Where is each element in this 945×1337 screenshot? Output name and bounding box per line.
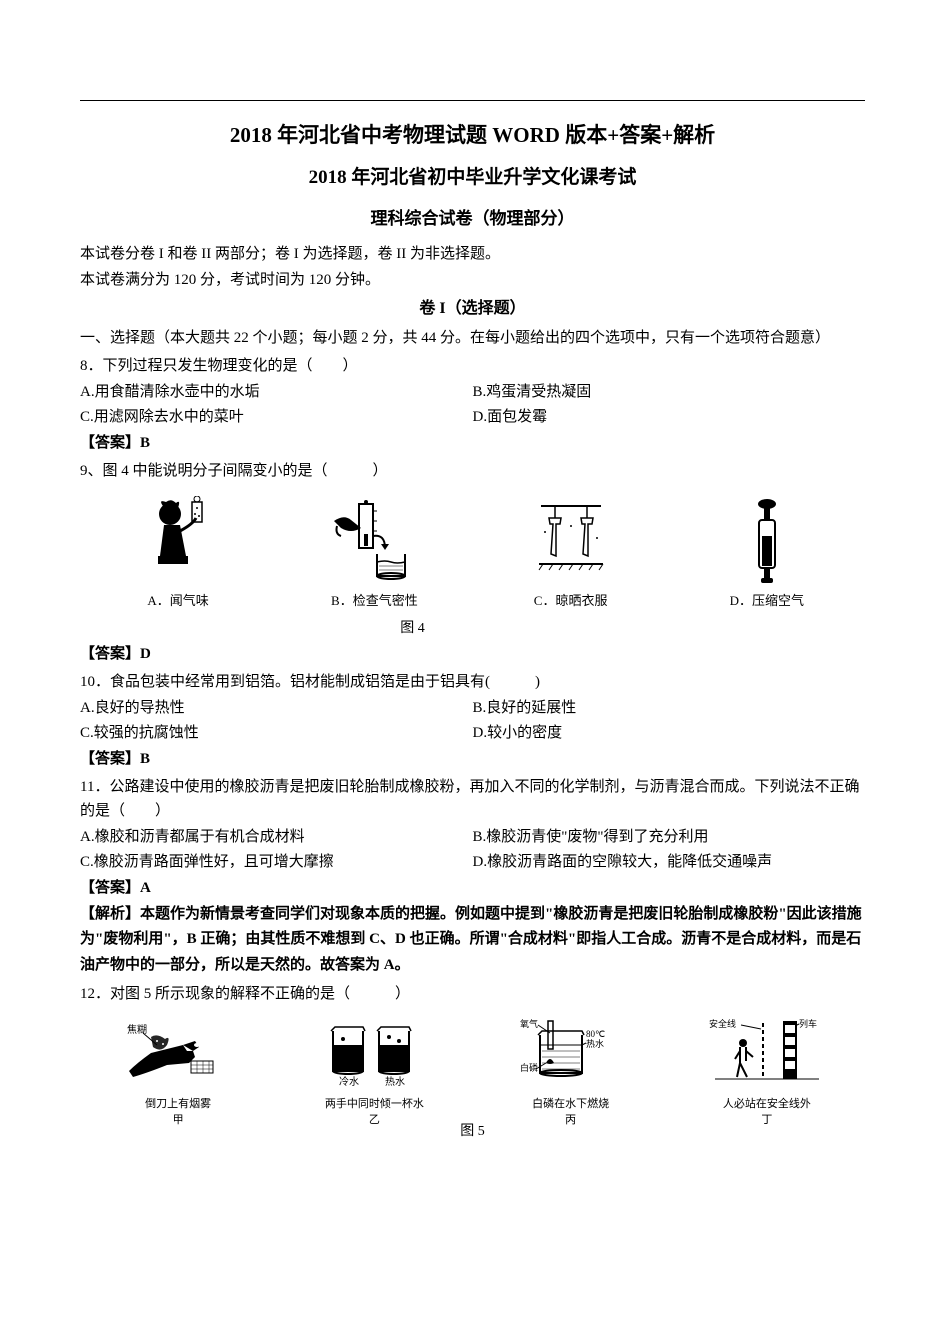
fig4-b-img [280, 495, 468, 587]
q10-stem: 10．食品包装中经常用到铝箔。铝材能制成铝箔是由于铝具有( ) [80, 670, 865, 694]
q8-opt-c: C.用滤网除去水中的菜叶 [80, 405, 473, 429]
top-rule [80, 100, 865, 101]
fig4-d-label: D．压缩空气 [673, 591, 861, 612]
fig4-a: A．闻气味 [80, 495, 276, 612]
q8-stem: 8．下列过程只发生物理变化的是（ ） [80, 354, 865, 378]
q10-opt-a: A.良好的导热性 [80, 696, 473, 720]
section-i-instruction: 一、选择题（本大题共 22 个小题；每小题 2 分，共 44 分。在每小题给出的… [80, 326, 865, 350]
q11-opt-b: B.橡胶沥青使"废物"得到了充分利用 [473, 825, 866, 849]
fig5-d: 安全线 列车 人必站在安全线外 丁 [669, 1014, 865, 1126]
q8-opt-a: A.用食醋清除水壶中的水垢 [80, 380, 473, 404]
section-i-header: 卷 I（选择题） [80, 296, 865, 322]
fig5-d-label1: 人必站在安全线外 [671, 1098, 863, 1111]
fig5-b-label2: 乙 [278, 1114, 470, 1127]
svg-text:热水: 热水 [385, 1075, 405, 1088]
q11-analysis: 【解析】本题作为新情景考查同学们对现象本质的把握。例如题中提到"橡胶沥青是把废旧… [80, 902, 865, 979]
fig5-a: 焦糊 倒刀上有烟雾 甲 [80, 1014, 276, 1126]
svg-text:氧气: 氧气 [520, 1018, 538, 1029]
q10-opt-b: B.良好的延展性 [473, 696, 866, 720]
fig4-d-img [673, 495, 861, 587]
q11-opt-d: D.橡胶沥青路面的空隙较大，能降低交通噪声 [473, 850, 866, 874]
q11-answer: 【答案】A [80, 876, 865, 900]
q11-stem: 11．公路建设中使用的橡胶沥青是把废旧轮胎制成橡胶粉，再加入不同的化学制剂，与沥… [80, 775, 865, 823]
title-sub: 2018 年河北省初中毕业升学文化课考试 [80, 163, 865, 193]
q8-opt-b: B.鸡蛋清受热凝固 [473, 380, 866, 404]
fig4-c-label: C．晾晒衣服 [477, 591, 665, 612]
svg-text:安全线: 安全线 [709, 1018, 736, 1029]
svg-text:白磷: 白磷 [520, 1062, 538, 1073]
fig5-a-label1: 倒刀上有烟雾 [82, 1098, 274, 1111]
fig5-c-label1: 白磷在水下燃烧 [475, 1098, 667, 1111]
fig5-d-img: 安全线 列车 [671, 1014, 863, 1096]
q10-opt-d: D.较小的密度 [473, 721, 866, 745]
q11-options-row1: A.橡胶和沥青都属于有机合成材料 B.橡胶沥青使"废物"得到了充分利用 [80, 825, 865, 849]
q11-opt-a: A.橡胶和沥青都属于有机合成材料 [80, 825, 473, 849]
intro-line-1: 本试卷分卷 I 和卷 II 两部分；卷 I 为选择题，卷 II 为非选择题。 [80, 242, 865, 266]
q9-answer: 【答案】D [80, 642, 865, 666]
fig5-b-img: 冷水 热水 [278, 1014, 470, 1096]
fig5-a-img: 焦糊 [82, 1014, 274, 1096]
fig5-c: 氧气 80℃ 热水 白磷 白磷在水下燃烧 丙 [473, 1014, 669, 1126]
q8-opt-d: D.面包发霉 [473, 405, 866, 429]
svg-text:热水: 热水 [586, 1038, 604, 1049]
svg-text:80℃: 80℃ [586, 1029, 605, 1039]
fig4-c-img [477, 495, 665, 587]
q10-options-row1: A.良好的导热性 B.良好的延展性 [80, 696, 865, 720]
fig5-b-label1: 两手中同时倾一杯水 [278, 1098, 470, 1111]
svg-text:冷水: 冷水 [339, 1075, 359, 1088]
fig4-b: B．检查气密性 [276, 495, 472, 612]
fig5-row: 焦糊 倒刀上有烟雾 甲 [80, 1014, 865, 1126]
q10-options-row2: C.较强的抗腐蚀性 D.较小的密度 [80, 721, 865, 745]
q8-answer: 【答案】B [80, 431, 865, 455]
fig5-b: 冷水 热水 两手中同时倾一杯水 乙 [276, 1014, 472, 1126]
fig4-a-label: A．闻气味 [84, 591, 272, 612]
q12-stem: 12．对图 5 所示现象的解释不正确的是（ ） [80, 982, 865, 1006]
fig4-d: D．压缩空气 [669, 495, 865, 612]
title-main: 2018 年河北省中考物理试题 WORD 版本+答案+解析 [80, 119, 865, 153]
q8-options-row2: C.用滤网除去水中的菜叶 D.面包发霉 [80, 405, 865, 429]
fig5-a-label2: 甲 [82, 1114, 274, 1127]
fig4-a-img [84, 495, 272, 587]
q9-stem: 9、图 4 中能说明分子间隔变小的是（ ） [80, 459, 865, 483]
fig4-caption: 图 4 [0, 618, 865, 640]
fig5-c-label2: 丙 [475, 1114, 667, 1127]
q10-opt-c: C.较强的抗腐蚀性 [80, 721, 473, 745]
svg-text:列车: 列车 [799, 1018, 817, 1029]
q11-opt-c: C.橡胶沥青路面弹性好，且可增大摩擦 [80, 850, 473, 874]
title-section: 理科综合试卷（物理部分） [80, 205, 865, 232]
fig4-row: A．闻气味 B．检查气密性 [80, 491, 865, 616]
q10-answer: 【答案】B [80, 747, 865, 771]
intro-line-2: 本试卷满分为 120 分，考试时间为 120 分钟。 [80, 268, 865, 292]
fig5-d-label2: 丁 [671, 1114, 863, 1127]
fig5-c-img: 氧气 80℃ 热水 白磷 [475, 1014, 667, 1096]
fig4-c: C．晾晒衣服 [473, 495, 669, 612]
q11-options-row2: C.橡胶沥青路面弹性好，且可增大摩擦 D.橡胶沥青路面的空隙较大，能降低交通噪声 [80, 850, 865, 874]
fig4-b-label: B．检查气密性 [280, 591, 468, 612]
q8-options-row1: A.用食醋清除水壶中的水垢 B.鸡蛋清受热凝固 [80, 380, 865, 404]
